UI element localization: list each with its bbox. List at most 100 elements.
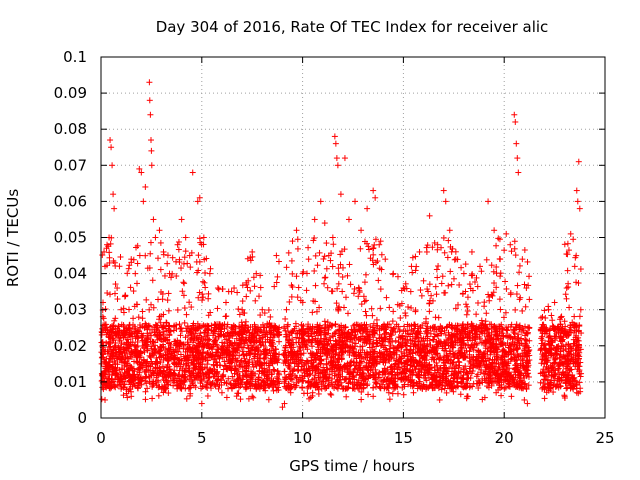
- data-point: [372, 194, 379, 201]
- data-point: [400, 391, 407, 398]
- data-point: [566, 304, 573, 311]
- data-point: [231, 285, 238, 292]
- data-point: [347, 281, 354, 288]
- data-point: [321, 274, 328, 281]
- data-point: [122, 292, 129, 299]
- data-point: [179, 288, 186, 295]
- data-point: [295, 284, 302, 291]
- data-point: [251, 283, 258, 290]
- data-point: [450, 388, 457, 395]
- data-point: [205, 312, 212, 319]
- data-point: [130, 315, 137, 322]
- data-point: [496, 296, 503, 303]
- data-point: [436, 396, 443, 403]
- data-point: [181, 319, 188, 326]
- data-point: [148, 147, 155, 154]
- data-point: [526, 324, 533, 331]
- data-point: [165, 290, 172, 297]
- data-point: [212, 321, 219, 328]
- data-point: [463, 311, 470, 318]
- data-point: [413, 263, 420, 270]
- data-point: [324, 284, 331, 291]
- data-point: [361, 298, 368, 305]
- data-point: [218, 389, 225, 396]
- data-point: [178, 216, 185, 223]
- data-point: [196, 289, 203, 296]
- data-point: [377, 305, 384, 312]
- data-point: [394, 390, 401, 397]
- data-point: [497, 306, 504, 313]
- data-point: [563, 295, 570, 302]
- data-point: [106, 254, 113, 261]
- data-point: [334, 285, 341, 292]
- data-point: [242, 318, 249, 325]
- data-point: [331, 133, 338, 140]
- data-point: [564, 251, 571, 258]
- data-point: [168, 274, 175, 281]
- data-point: [477, 263, 484, 270]
- data-point: [247, 287, 254, 294]
- data-point: [485, 198, 492, 205]
- data-point: [275, 258, 282, 265]
- data-point: [329, 234, 336, 241]
- data-point: [512, 252, 519, 259]
- data-point: [160, 251, 167, 258]
- data-point: [305, 321, 312, 328]
- data-point: [207, 309, 214, 316]
- data-point: [117, 253, 124, 260]
- data-point: [358, 227, 365, 234]
- data-point: [314, 262, 321, 269]
- data-point: [174, 241, 181, 248]
- data-point: [455, 358, 462, 365]
- data-point: [349, 339, 356, 346]
- data-point: [441, 249, 448, 256]
- data-point: [175, 246, 182, 253]
- data-point: [383, 294, 390, 301]
- data-point: [474, 299, 481, 306]
- data-point: [576, 205, 583, 212]
- data-point: [290, 367, 297, 374]
- data-point: [311, 267, 318, 274]
- data-point: [435, 314, 442, 321]
- data-point: [576, 313, 583, 320]
- data-point: [341, 155, 348, 162]
- data-point: [222, 299, 229, 306]
- data-point: [155, 392, 162, 399]
- data-point: [416, 248, 423, 255]
- data-point: [181, 280, 188, 287]
- data-point: [426, 308, 433, 315]
- data-point: [108, 234, 115, 241]
- data-point: [299, 384, 306, 391]
- data-point: [474, 283, 481, 290]
- data-point: [377, 238, 384, 245]
- data-point: [196, 194, 203, 201]
- data-point: [321, 253, 328, 260]
- data-point: [200, 234, 207, 241]
- data-point: [538, 314, 545, 321]
- data-point: [512, 118, 519, 125]
- data-point: [541, 307, 548, 314]
- data-point: [257, 284, 264, 291]
- data-point: [182, 248, 189, 255]
- data-point: [551, 299, 558, 306]
- data-point: [292, 320, 299, 327]
- data-point: [154, 255, 161, 262]
- data-point: [373, 383, 380, 390]
- data-point: [519, 256, 526, 263]
- data-point: [420, 277, 427, 284]
- data-point: [432, 283, 439, 290]
- data-point: [199, 291, 206, 298]
- data-point: [112, 281, 119, 288]
- data-point: [418, 292, 425, 299]
- data-point: [370, 393, 377, 400]
- data-point: [102, 306, 109, 313]
- data-point: [417, 287, 424, 294]
- data-point: [452, 305, 459, 312]
- data-point: [426, 281, 433, 288]
- data-point: [157, 239, 164, 246]
- data-point: [323, 240, 330, 247]
- data-point: [181, 305, 188, 312]
- data-point: [516, 269, 523, 276]
- data-point: [98, 396, 105, 403]
- data-point: [545, 303, 552, 310]
